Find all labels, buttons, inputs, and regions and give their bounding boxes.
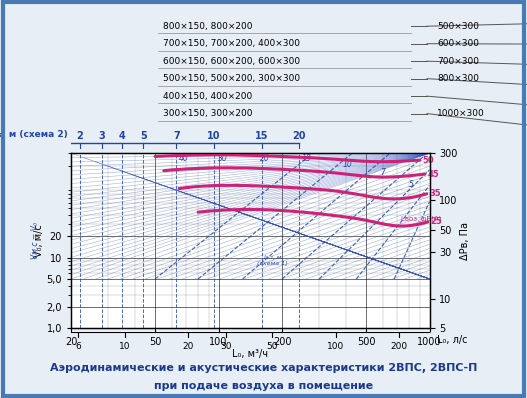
Text: 20: 20 bbox=[292, 131, 306, 141]
Text: 2: 2 bbox=[76, 131, 83, 141]
Text: 20: 20 bbox=[183, 342, 194, 351]
Text: Vм.с = V₀: Vм.с = V₀ bbox=[31, 222, 40, 259]
Text: 50: 50 bbox=[267, 342, 278, 351]
Text: 20: 20 bbox=[260, 154, 269, 163]
Text: 50: 50 bbox=[423, 156, 434, 165]
Text: 100: 100 bbox=[327, 342, 345, 351]
Text: Lвоз, дБ(А): Lвоз, дБ(А) bbox=[401, 216, 441, 222]
Text: 10: 10 bbox=[119, 342, 131, 351]
Text: 7: 7 bbox=[173, 131, 180, 141]
Text: 200: 200 bbox=[391, 342, 408, 351]
Text: 10: 10 bbox=[343, 160, 353, 169]
Text: 30: 30 bbox=[218, 154, 228, 163]
Text: l₀.₂, м
(схема 1): l₀.₂, м (схема 1) bbox=[257, 256, 288, 266]
Text: l₀.₂, м (схема 2): l₀.₂, м (схема 2) bbox=[0, 131, 67, 140]
Text: 25: 25 bbox=[431, 217, 442, 226]
Text: 800×150, 800×200: 800×150, 800×200 bbox=[163, 22, 253, 31]
Text: 15: 15 bbox=[255, 131, 268, 141]
Text: 800×300: 800×300 bbox=[437, 74, 480, 83]
Text: 300×150, 300×200: 300×150, 300×200 bbox=[163, 109, 253, 118]
Text: 500×300: 500×300 bbox=[437, 22, 480, 31]
Text: 4: 4 bbox=[119, 131, 126, 141]
Text: 15: 15 bbox=[301, 154, 311, 163]
Text: 600×150, 600×200, 600×300: 600×150, 600×200, 600×300 bbox=[163, 57, 300, 66]
Text: 10: 10 bbox=[207, 131, 221, 141]
Text: при подаче воздуха в помещение: при подаче воздуха в помещение bbox=[154, 381, 373, 391]
Text: 5: 5 bbox=[409, 179, 414, 189]
Text: 40: 40 bbox=[178, 154, 188, 163]
Text: 500×150, 500×200, 300×300: 500×150, 500×200, 300×300 bbox=[163, 74, 300, 83]
X-axis label: L₀, м³/ч: L₀, м³/ч bbox=[232, 349, 268, 359]
Text: 35: 35 bbox=[430, 189, 441, 198]
Text: 6: 6 bbox=[75, 342, 81, 351]
Text: 700×150, 700×200, 400×300: 700×150, 700×200, 400×300 bbox=[163, 39, 300, 48]
Text: 1000×300: 1000×300 bbox=[437, 109, 485, 118]
Text: 30: 30 bbox=[220, 342, 231, 351]
Text: 600×300: 600×300 bbox=[437, 39, 480, 48]
Text: 3: 3 bbox=[99, 131, 105, 141]
Y-axis label: V₀, м/с: V₀, м/с bbox=[34, 224, 44, 257]
Text: 700×300: 700×300 bbox=[437, 57, 480, 66]
Y-axis label: ΔPв, Па: ΔPв, Па bbox=[461, 222, 471, 260]
Text: 45: 45 bbox=[427, 170, 440, 179]
Text: 400×150, 400×200: 400×150, 400×200 bbox=[163, 92, 252, 101]
Text: 7: 7 bbox=[380, 168, 385, 177]
Text: Аэродинамические и акустические характеристики 2ВПС, 2ВПС-П: Аэродинамические и акустические характер… bbox=[50, 363, 477, 373]
Text: L₀, л/с: L₀, л/с bbox=[437, 335, 467, 345]
Text: 5: 5 bbox=[140, 131, 147, 141]
